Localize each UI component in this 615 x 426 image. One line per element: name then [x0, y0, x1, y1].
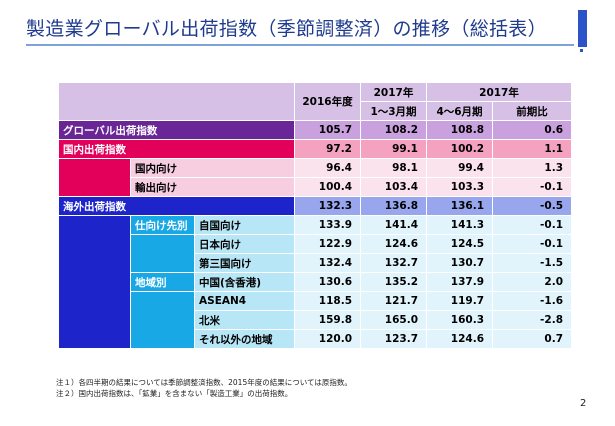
label-export: 輸出向け [130, 177, 295, 197]
corner-dot [580, 49, 583, 52]
cell-domestic-q2: 100.2 [426, 139, 493, 159]
cell-export-q2: 103.3 [426, 177, 493, 197]
label-third-country: 第三国向け [194, 253, 295, 273]
region-side-block [130, 291, 195, 349]
cell-other-prev: 0.7 [491, 329, 573, 349]
cell-export-2016: 100.4 [294, 177, 361, 197]
cell-domestic-use-q1: 98.1 [360, 158, 427, 178]
cell-asean4-prev: -1.6 [491, 291, 573, 311]
footnote-1: 注１）各四半期の結果については季節調整済指数、2015年度の結果については原指数… [56, 378, 352, 387]
label-asean4: ASEAN4 [194, 291, 295, 311]
cell-other-2016: 120.0 [294, 329, 361, 349]
header-blank [58, 82, 295, 121]
table-row-global: グローバル出荷指数 105.7 108.2 108.8 0.6 [58, 120, 573, 140]
table-row-japan: 日本向け 122.9 124.6 124.5 -0.1 [59, 234, 573, 273]
cell-global-q1: 108.2 [360, 120, 427, 140]
group-region: 地域別 [130, 272, 195, 292]
cell-domestic-use-q2: 99.4 [426, 158, 493, 178]
label-north-america: 北米 [194, 310, 295, 330]
domestic-side-block [58, 158, 131, 197]
cell-north-america-q2: 160.3 [426, 310, 493, 330]
table-row-export: 輸出向け 100.4 103.4 103.3 -0.1 [59, 177, 573, 197]
table-row-domestic: 国内出荷指数 97.2 99.1 100.2 1.1 [58, 139, 573, 159]
header-row-1: 2016年度 2017年 2017年 [58, 82, 573, 121]
cell-third-country-2016: 132.4 [294, 253, 361, 273]
header-q1: 1～3月期 [360, 101, 427, 121]
page-number: 2 [580, 398, 587, 409]
cell-north-america-2016: 159.8 [294, 310, 361, 330]
cell-japan-q2: 124.5 [426, 234, 493, 254]
cell-export-prev: -0.1 [491, 177, 573, 197]
header-row-2: 1～3月期 4～6月期 前期比 [59, 101, 573, 121]
overseas-side-block [58, 215, 131, 349]
cell-overseas-q2: 136.1 [426, 196, 493, 216]
cell-overseas-prev: -0.5 [491, 196, 573, 216]
cell-north-america-prev: -2.8 [491, 310, 573, 330]
cell-export-q1: 103.4 [360, 177, 427, 197]
cell-china-prev: 2.0 [491, 272, 573, 292]
table-row-domestic-use: 国内向け 96.4 98.1 99.4 1.3 [58, 158, 573, 197]
label-japan: 日本向け [194, 234, 295, 254]
cell-asean4-q1: 121.7 [360, 291, 427, 311]
cell-china-q1: 135.2 [360, 272, 427, 292]
destination-side-block [130, 234, 195, 273]
cell-own-country-q1: 141.4 [360, 215, 427, 235]
label-domestic: 国内出荷指数 [58, 139, 295, 159]
cell-domestic-use-prev: 1.3 [491, 158, 573, 178]
cell-japan-prev: -0.1 [491, 234, 573, 254]
cell-asean4-2016: 118.5 [294, 291, 361, 311]
cell-global-2016: 105.7 [294, 120, 361, 140]
cell-japan-2016: 122.9 [294, 234, 361, 254]
cell-own-country-2016: 133.9 [294, 215, 361, 235]
cell-own-country-prev: -0.1 [491, 215, 573, 235]
footnote-2: 注２）国内出荷指数は、「鉱業」を含まない「製造工業」の出荷指数。 [56, 389, 293, 398]
header-2017-b: 2017年 [425, 82, 573, 102]
cell-third-country-prev: -1.5 [491, 253, 573, 273]
cell-japan-q1: 124.6 [360, 234, 427, 254]
header-2017-a: 2017年 [360, 82, 427, 102]
header-q2: 4～6月期 [426, 101, 493, 121]
label-global: グローバル出荷指数 [58, 120, 295, 140]
table-row-overseas: 海外出荷指数 132.3 136.8 136.1 -0.5 [58, 196, 573, 216]
group-destination: 仕向け先別 [130, 215, 195, 235]
table-row-other: それ以外の地域 120.0 123.7 124.6 0.7 [59, 329, 573, 349]
cell-other-q2: 124.6 [426, 329, 493, 349]
cell-overseas-q1: 136.8 [360, 196, 427, 216]
label-domestic-use: 国内向け [130, 158, 295, 178]
label-overseas: 海外出荷指数 [58, 196, 295, 216]
table-row-china: 地域別 中国(含香港) 130.6 135.2 137.9 2.0 [59, 272, 573, 292]
cell-domestic-q1: 99.1 [360, 139, 427, 159]
table-row-north-america: 北米 159.8 165.0 160.3 -2.8 [59, 310, 573, 330]
label-china: 中国(含香港) [194, 272, 295, 292]
cell-other-q1: 123.7 [360, 329, 427, 349]
cell-north-america-q1: 165.0 [360, 310, 427, 330]
cell-overseas-2016: 132.3 [294, 196, 361, 216]
cell-global-prev: 0.6 [491, 120, 573, 140]
label-own-country: 自国向け [194, 215, 295, 235]
cell-domestic-prev: 1.1 [491, 139, 573, 159]
corner-accent [578, 10, 587, 47]
summary-table: 2016年度 2017年 2017年 1～3月期 4～6月期 前期比 グローバル… [58, 82, 573, 349]
cell-china-q2: 137.9 [426, 272, 493, 292]
header-2016: 2016年度 [294, 82, 361, 121]
cell-own-country-q2: 141.3 [426, 215, 493, 235]
table-row-asean4: ASEAN4 118.5 121.7 119.7 -1.6 [59, 291, 573, 349]
cell-third-country-q2: 130.7 [426, 253, 493, 273]
cell-third-country-q1: 132.7 [360, 253, 427, 273]
cell-domestic-2016: 97.2 [294, 139, 361, 159]
footnotes: 注１）各四半期の結果については季節調整済指数、2015年度の結果については原指数… [56, 377, 352, 399]
table-row-own-country: 仕向け先別 自国向け 133.9 141.4 141.3 -0.1 [58, 215, 573, 349]
label-other: それ以外の地域 [194, 329, 295, 349]
title-underline [26, 44, 574, 46]
page-title: 製造業グローバル出荷指数（季節調整済）の推移（総括表） [26, 18, 547, 40]
cell-domestic-use-2016: 96.4 [294, 158, 361, 178]
header-prev: 前期比 [491, 101, 573, 121]
cell-asean4-q2: 119.7 [426, 291, 493, 311]
cell-china-2016: 130.6 [294, 272, 361, 292]
cell-global-q2: 108.8 [426, 120, 493, 140]
